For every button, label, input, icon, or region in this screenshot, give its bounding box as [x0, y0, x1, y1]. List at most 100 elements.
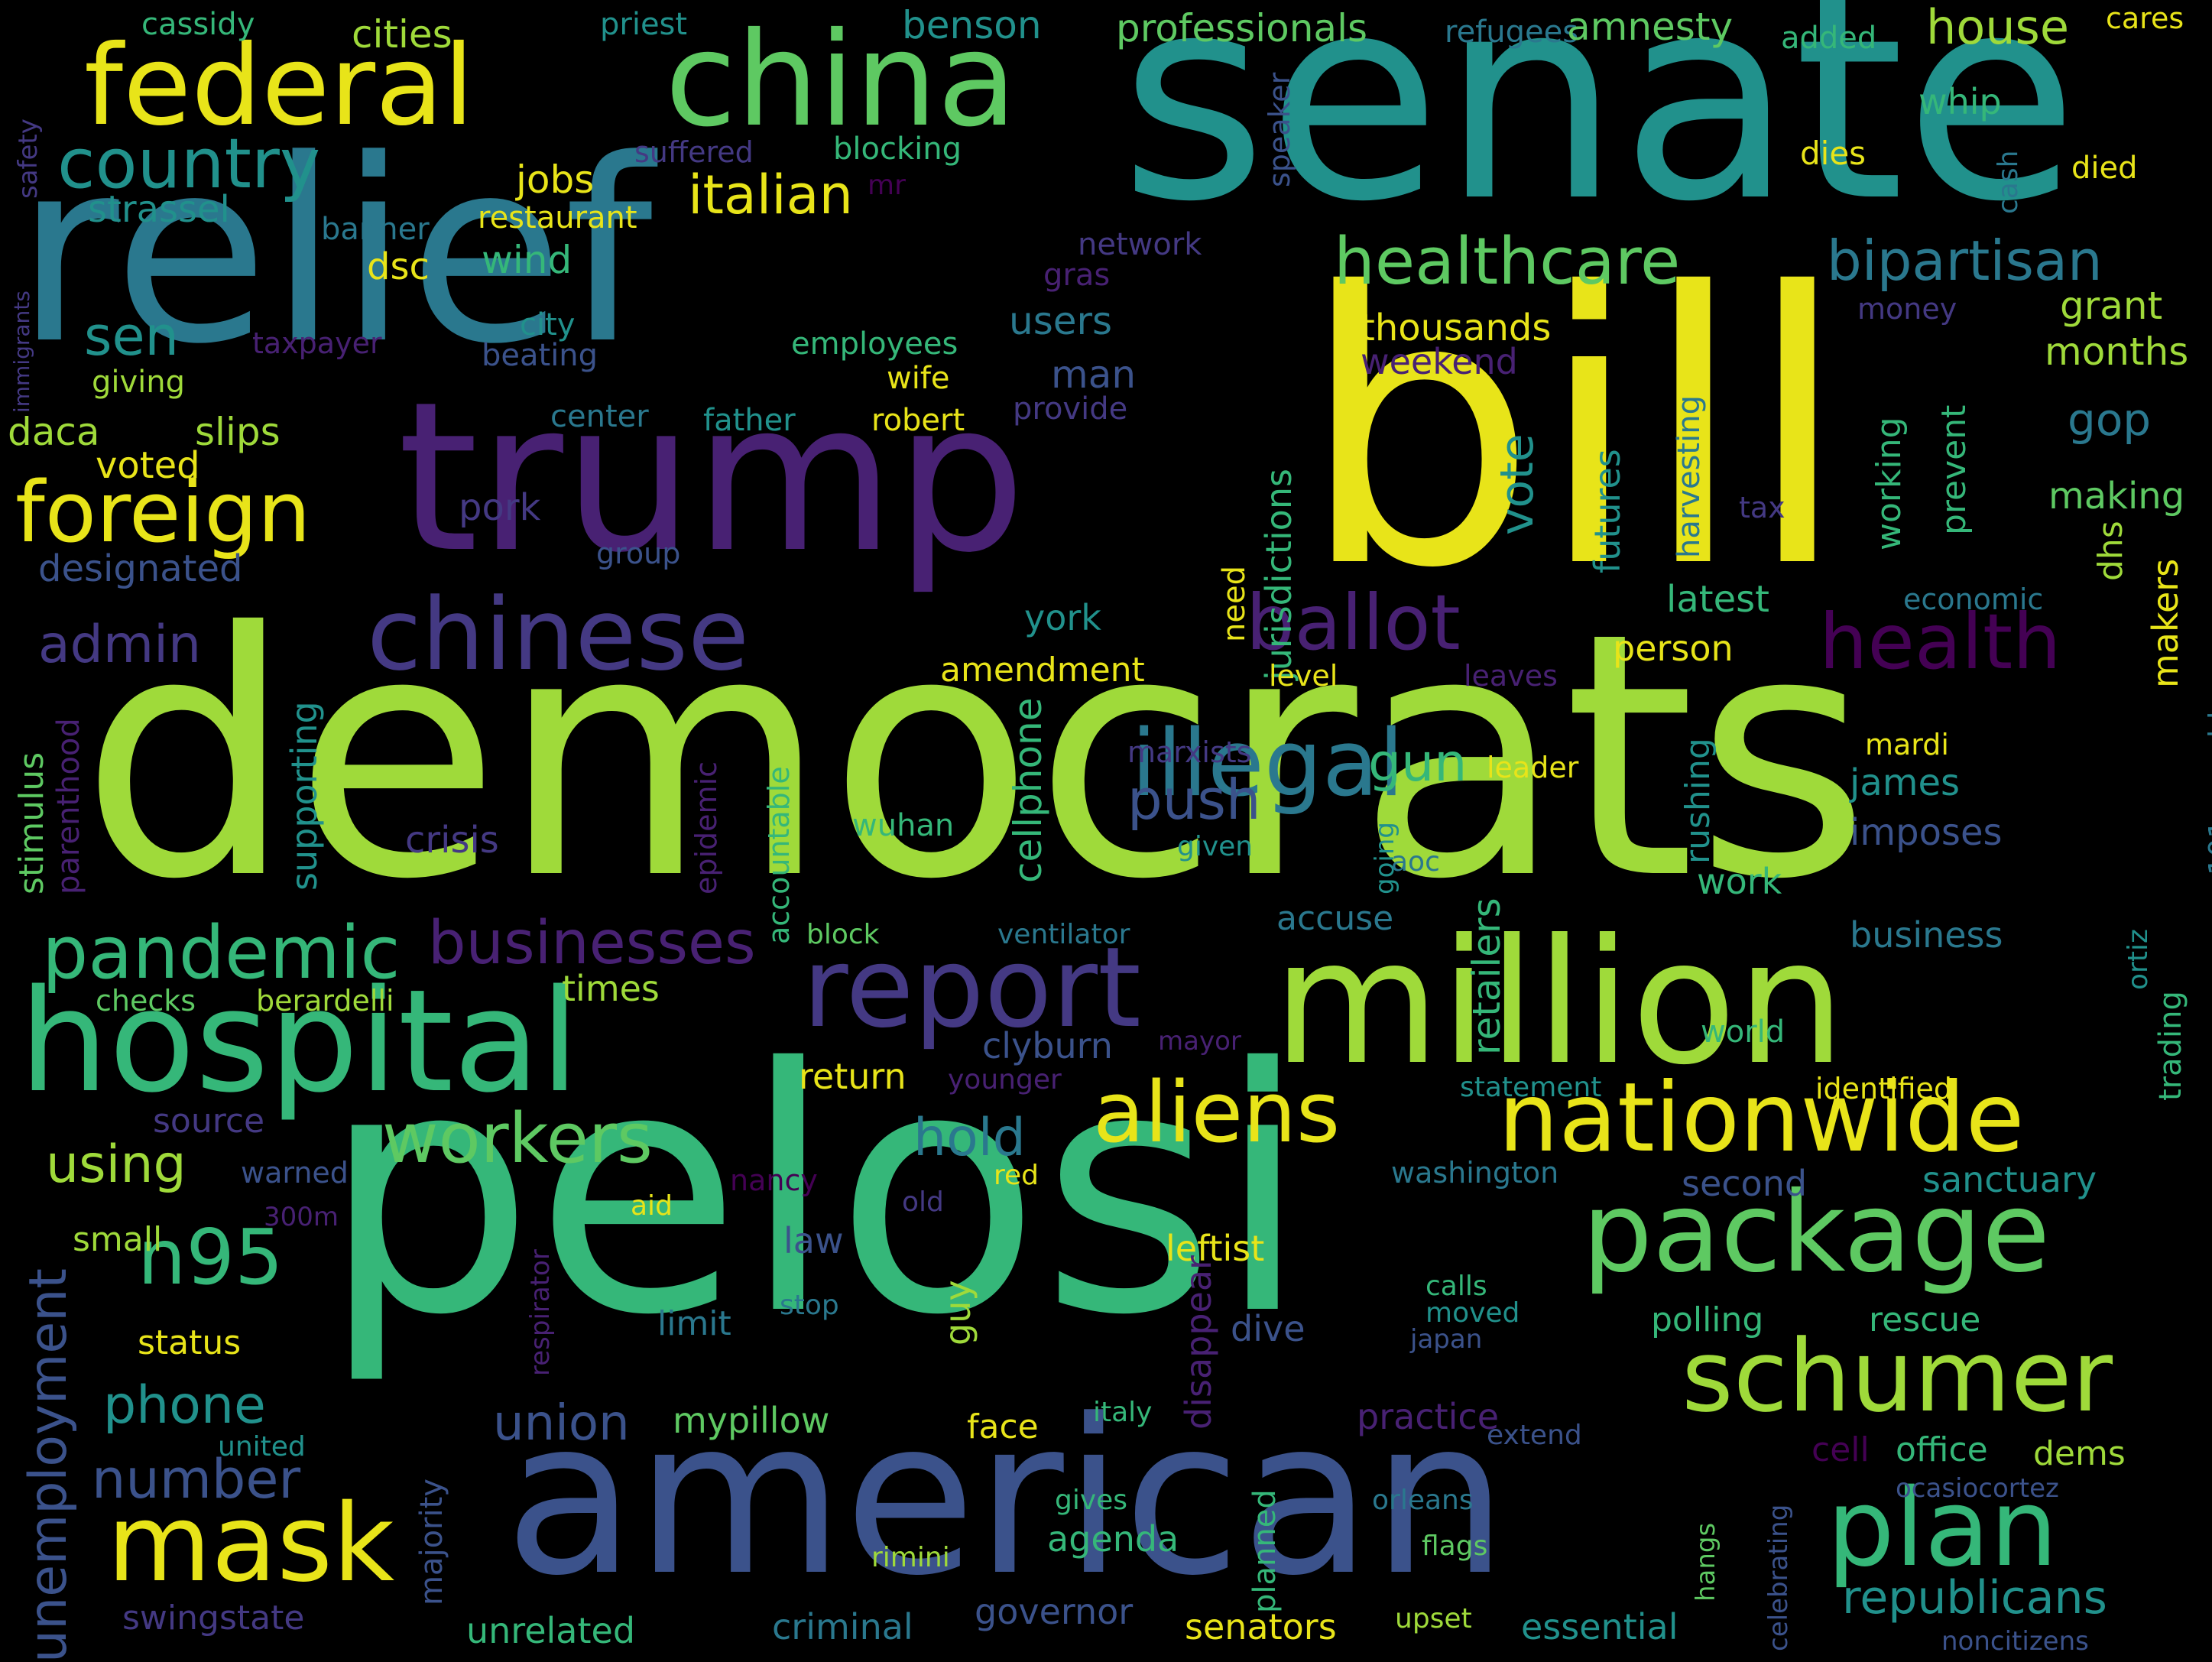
word: american [504, 1374, 1508, 1623]
word: unrelated [466, 1610, 636, 1651]
word: orleans [1372, 1485, 1474, 1516]
word: rescue [1869, 1300, 1981, 1339]
word: cell [1811, 1430, 1870, 1469]
word: hold [913, 1108, 1026, 1168]
word: professionals [1116, 6, 1368, 50]
word: beating [482, 338, 598, 373]
word: group [596, 537, 681, 570]
word: planned [1247, 1489, 1283, 1613]
word: restaurant [478, 200, 637, 235]
word: rushing [1678, 738, 1717, 864]
word: aliens [1093, 1063, 1341, 1161]
word: parenthood [51, 718, 86, 894]
word: mardi [1865, 728, 1949, 761]
word: businesses [428, 909, 756, 978]
word: network [1078, 227, 1202, 262]
word: aid [631, 1190, 673, 1222]
word: ballot [1246, 578, 1461, 667]
word: bipartisan [1827, 229, 2103, 293]
word: grant [2060, 284, 2163, 328]
word: workers [382, 1099, 653, 1179]
word: leader [1487, 751, 1579, 784]
word: disappear [1178, 1255, 1219, 1430]
word: jobs [516, 157, 595, 202]
word: making [2048, 475, 2185, 518]
word: refugees [1445, 15, 1579, 50]
word: makers [2145, 558, 2186, 688]
word: senate [1120, 0, 2079, 264]
word: leaves [1464, 659, 1558, 693]
word: block [806, 919, 880, 950]
word: economic [1903, 583, 2044, 616]
word: given [1177, 831, 1254, 862]
word: package [1582, 1168, 2051, 1297]
word: retailers [1464, 898, 1509, 1055]
word: york [1024, 597, 1101, 638]
word: statement [1460, 1072, 1602, 1103]
word: times [562, 968, 660, 1009]
word: tax [1739, 491, 1785, 524]
word: agenda [1047, 1518, 1179, 1560]
word: hospital [19, 959, 579, 1124]
word: safety [13, 118, 44, 199]
word: united [218, 1431, 306, 1462]
word: calls [1425, 1271, 1487, 1302]
word: mask [107, 1482, 395, 1606]
word: dems [2033, 1434, 2126, 1473]
word: amnesty [1567, 5, 1734, 49]
word: extend [1487, 1420, 1582, 1451]
word: old [902, 1186, 944, 1218]
word: sen [84, 305, 179, 368]
word: governor [975, 1591, 1134, 1632]
word: upset [1395, 1603, 1472, 1634]
word: wife [887, 361, 950, 396]
word: immigrants [9, 291, 34, 413]
word: suffered [634, 135, 754, 169]
word: slips [195, 410, 281, 454]
word: need [1217, 566, 1252, 642]
word: epidemic [689, 761, 723, 894]
word: phone [103, 1375, 266, 1436]
word: practice [1357, 1396, 1499, 1437]
word: thousands [1361, 307, 1552, 349]
word: status [138, 1323, 242, 1362]
word: senators [1185, 1606, 1337, 1647]
word: priest [600, 7, 688, 42]
word: criminal [772, 1606, 913, 1647]
word: report [803, 924, 1141, 1053]
word: hangs [1691, 1522, 1721, 1602]
word: wind [482, 238, 572, 282]
word: gives [1055, 1485, 1128, 1516]
word: stop [780, 1290, 839, 1321]
word: using [46, 1135, 186, 1195]
word: warned [241, 1156, 349, 1190]
word: aoc [1391, 846, 1440, 878]
word: mypillow [673, 1400, 830, 1441]
word: japan [1410, 1324, 1483, 1355]
word: ortiz [2123, 929, 2154, 990]
word: leftist [1166, 1228, 1265, 1269]
word: office [1896, 1430, 1988, 1469]
word: voted [96, 444, 200, 487]
word: speaker [1263, 72, 1296, 187]
word: swingstate [122, 1599, 305, 1638]
word: cassidy [141, 7, 255, 42]
word: pandemic [42, 911, 401, 995]
word: added [1781, 21, 1877, 56]
word: jurisdictions [1258, 469, 1299, 680]
word: respirator [525, 1249, 556, 1376]
word: giving [92, 365, 186, 400]
word: law [783, 1220, 844, 1261]
word: chinese [367, 576, 750, 693]
word: provide [1013, 391, 1128, 427]
word: china [665, 5, 1017, 156]
word: center [550, 399, 649, 434]
word: union [493, 1395, 630, 1452]
word: money [1857, 292, 1957, 326]
word: accountable [762, 766, 796, 944]
word: bill [1299, 213, 1850, 650]
word: amendment [940, 651, 1145, 690]
word: number [92, 1448, 301, 1511]
word: unemployment [18, 1268, 79, 1662]
